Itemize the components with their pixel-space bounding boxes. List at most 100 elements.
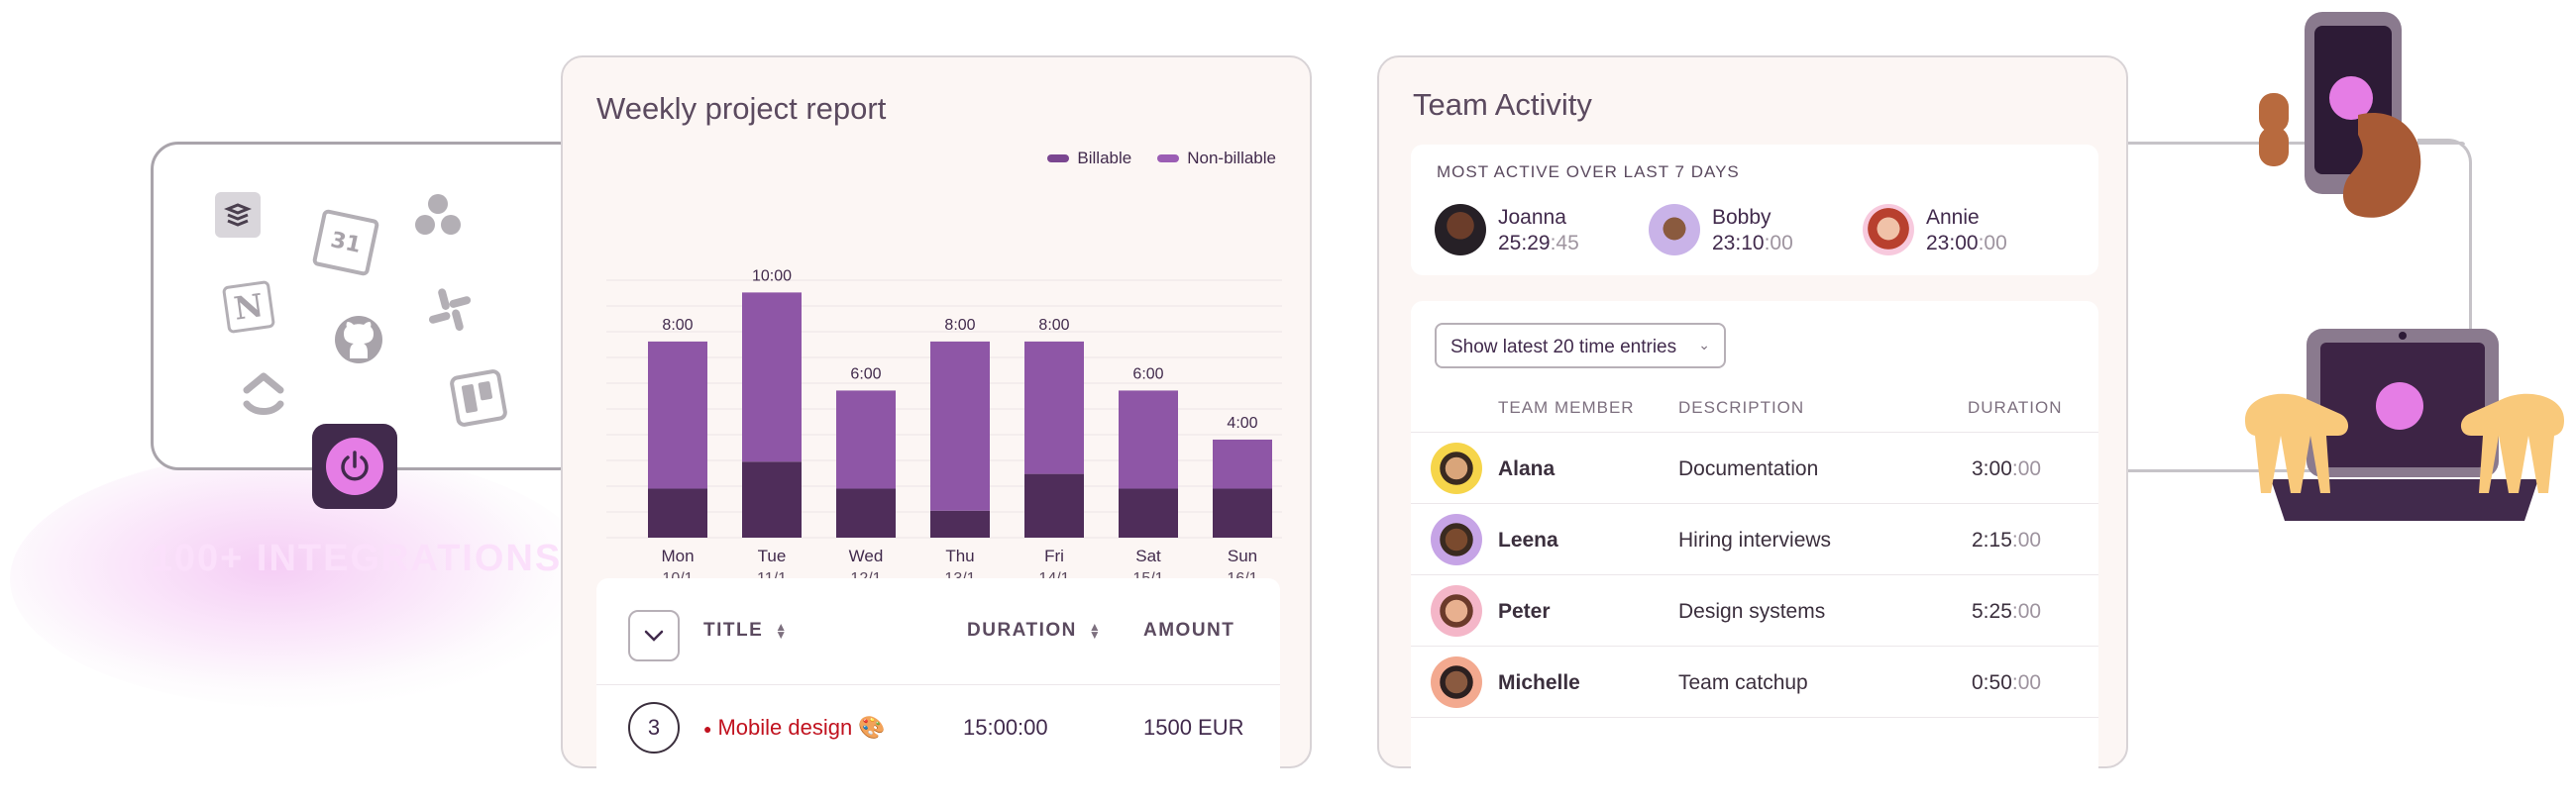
entry-description: Design systems [1678,600,1826,623]
column-team-member: TEAM MEMBER [1498,398,1635,417]
chevron-down-icon: ⌄ [1698,337,1710,353]
column-duration[interactable]: DURATION ▲ ▼ [967,620,1102,642]
x-tick-label: Tue [758,547,787,565]
bar-segment[interactable] [1024,473,1084,538]
table-row[interactable]: Peter Design systems 5:25:00 [1411,574,2098,646]
bar-segment[interactable] [836,390,896,489]
select-value: Show latest 20 time entries [1450,337,1677,357]
table-row[interactable]: 3 ● Mobile design 🎨 15:00:00 1500 EUR [596,685,1280,774]
time-main: 25:29 [1498,232,1551,254]
avatar [1435,204,1486,255]
power-icon [341,451,369,481]
avatar [1431,443,1482,494]
active-user[interactable]: Bobby 23:10:00 [1649,202,1847,257]
trello-icon [448,367,509,429]
column-amount: AMOUNT [1143,620,1235,641]
entry-title: ● Mobile design 🎨 [703,715,886,741]
member-name: Alana [1498,457,1556,480]
avatar [1431,585,1482,637]
bar-segment[interactable] [930,341,990,511]
user-name: Annie [1926,206,1980,229]
time-seconds: :00 [2011,529,2042,552]
integrations-card: 31 N [151,142,587,470]
integrations-power-button[interactable] [312,424,397,509]
bar-total-label: 10:00 [752,267,792,284]
time-main: 2:15 [1972,529,2012,552]
calendar-day: 31 [328,227,364,258]
bar-segment[interactable] [648,488,707,538]
bar-segment[interactable] [1119,390,1178,489]
expand-button[interactable] [628,610,680,661]
table-row[interactable]: Leena Hiring interviews 2:15:00 [1411,503,2098,574]
stack-icon [215,192,261,238]
table-row[interactable] [1411,717,2098,788]
bar-segment[interactable] [930,510,990,538]
bar-segment[interactable] [1119,488,1178,538]
entry-description: Hiring interviews [1678,529,1832,552]
legend-item-billable: Billable [1047,149,1131,168]
bar-segment[interactable] [742,292,802,462]
notion-letter: N [231,286,267,328]
entry-duration: 3:00:00 [1972,457,2041,481]
time-main: 23:00 [1926,232,1979,254]
time-main: 5:25 [1972,600,2012,623]
legend-swatch [1157,154,1180,162]
entry-duration: 15:00:00 [963,715,1048,740]
active-user[interactable]: Joanna 25:29:45 [1435,202,1633,257]
legend-item-non-billable: Non-billable [1157,149,1276,168]
entry-duration: 0:50:00 [1972,671,2041,695]
active-user[interactable]: Annie 23:00:00 [1863,202,2061,257]
laptop-hands-illustration [2245,329,2564,521]
table-row[interactable]: Alana Documentation 3:00:00 [1411,432,2098,503]
bar-segment[interactable] [648,341,707,489]
time-main: 3:00 [1972,457,2012,480]
time-seconds: :00 [1764,232,1793,254]
entry-count: 3 [628,702,680,754]
x-tick-label: Sat [1135,547,1161,565]
column-title[interactable]: TITLE ▲ ▼ [703,620,789,642]
column-title-label: TITLE [703,620,764,641]
team-activity-card: Team Activity MOST ACTIVE OVER LAST 7 DA… [1377,55,2128,796]
sort-icon: ▲ ▼ [1088,619,1103,642]
user-name: Joanna [1498,206,1566,229]
report-table: TITLE ▲ ▼ DURATION ▲ ▼ AMOUNT 3 ● Mobile desi… [596,578,1280,806]
sort-icon: ▲ ▼ [775,619,789,642]
entry-duration: 2:15:00 [1972,529,2041,553]
x-tick-label: Fri [1044,547,1064,565]
status-dot: ● [703,721,712,738]
bar-total-label: 6:00 [1132,365,1163,382]
entries-select[interactable]: Show latest 20 time entries ⌄ [1435,323,1726,368]
entry-description: Documentation [1678,457,1819,480]
bar-segment[interactable] [1213,439,1272,489]
user-time: 23:00:00 [1926,232,2007,255]
member-name: Leena [1498,529,1558,552]
table-row[interactable]: Michelle Team catchup 0:50:00 [1411,646,2098,717]
bar-segment[interactable] [742,461,802,538]
weekly-report-card: Weekly project report Billable Non-billa… [561,55,1312,806]
chart-legend: Billable Non-billable [1047,149,1276,168]
bar-total-label: 4:00 [1227,415,1257,432]
legend-label: Non-billable [1187,149,1276,167]
time-seconds: :00 [1978,232,2007,254]
user-time: 23:10:00 [1712,232,1793,255]
legend-label: Billable [1077,149,1132,167]
calendar-icon: 31 [311,208,380,277]
bar-segment[interactable] [836,488,896,538]
asana-icon [413,192,463,238]
x-tick-label: Sun [1228,547,1257,565]
avatar [1649,204,1700,255]
integrations-label: 100+ INTEGRATIONS [151,538,563,579]
user-name: Bobby [1712,206,1771,229]
time-entries-panel: Show latest 20 time entries ⌄ TEAM MEMBER… [1411,301,2098,796]
phone-hand-illustration [2259,12,2421,218]
x-tick-label: Wed [849,547,884,565]
bar-total-label: 8:00 [1038,317,1069,334]
column-duration: DURATION [1968,398,2063,417]
member-name: Peter [1498,600,1551,623]
bar-segment[interactable] [1213,488,1272,538]
time-seconds: :45 [1550,232,1579,254]
bar-segment[interactable] [1024,341,1084,474]
team-title: Team Activity [1413,87,1592,122]
time-seconds: :00 [2011,600,2042,623]
time-seconds: :00 [2011,457,2042,480]
